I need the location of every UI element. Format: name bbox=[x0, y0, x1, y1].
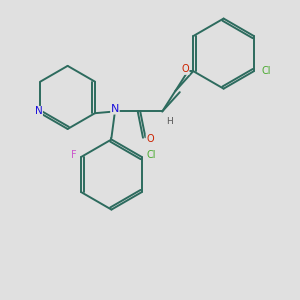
Text: N: N bbox=[35, 106, 42, 116]
Text: Cl: Cl bbox=[147, 150, 156, 160]
Text: O: O bbox=[146, 134, 154, 145]
Text: O: O bbox=[182, 64, 189, 74]
Text: H: H bbox=[167, 117, 173, 126]
Text: F: F bbox=[70, 150, 76, 160]
Text: N: N bbox=[111, 104, 119, 114]
Text: Cl: Cl bbox=[262, 66, 271, 76]
